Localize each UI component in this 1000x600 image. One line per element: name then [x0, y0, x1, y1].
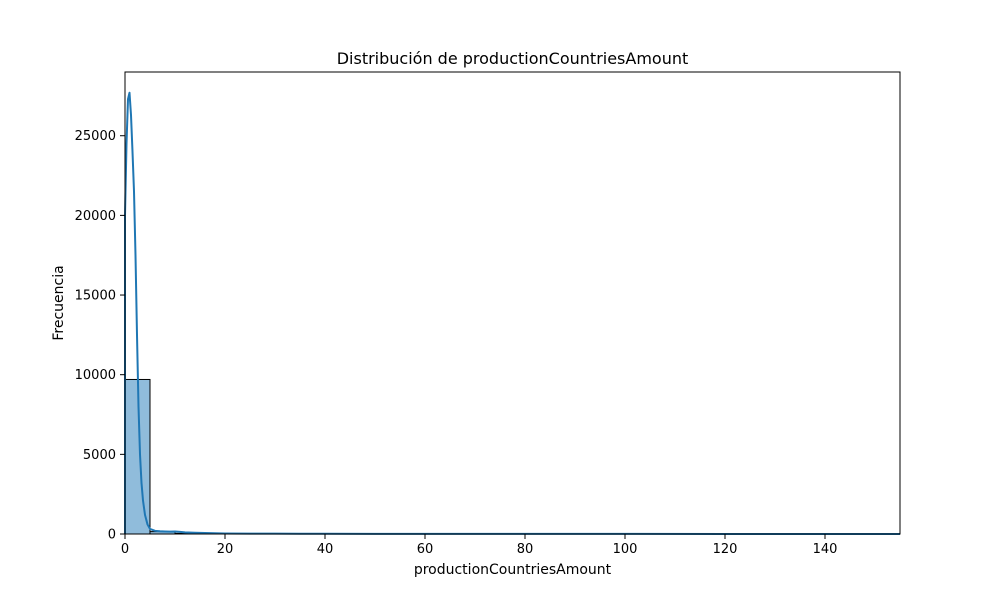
y-tick-label: 10000 [75, 368, 116, 383]
x-tick-label: 120 [713, 542, 738, 557]
x-tick-label: 100 [613, 542, 638, 557]
y-tick-label: 25000 [75, 129, 116, 144]
y-tick-label: 15000 [75, 289, 116, 304]
x-tick-label: 40 [317, 542, 334, 557]
plot-area-frame [124, 71, 901, 535]
y-axis-label: Frecuencia [51, 265, 67, 340]
y-axis-ticks: 0 5000 10000 15000 20000 25000 [75, 129, 125, 543]
x-axis-ticks: 0 20 40 60 80 100 120 140 [121, 534, 838, 557]
x-tick-label: 0 [121, 542, 129, 557]
x-tick-label: 140 [813, 542, 838, 557]
chart-title: Distribución de productionCountriesAmoun… [337, 49, 689, 68]
y-tick-label: 0 [108, 528, 116, 543]
x-tick-label: 80 [517, 542, 534, 557]
y-tick-label: 20000 [75, 209, 116, 224]
x-axis-label: productionCountriesAmount [414, 562, 612, 578]
x-tick-label: 20 [217, 542, 234, 557]
x-tick-label: 60 [417, 542, 434, 557]
y-tick-label: 5000 [83, 448, 116, 463]
